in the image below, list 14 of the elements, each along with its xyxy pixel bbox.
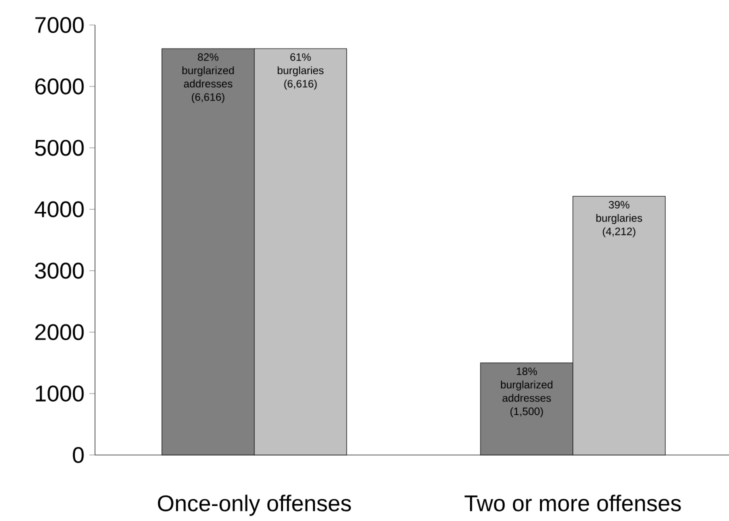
y-tick-label: 7000 [35,16,84,34]
x-tick-label: Two or more offenses [464,494,681,512]
y-tick-label: 2000 [35,324,84,340]
data-label: 39% burglaries (4,212) [596,200,642,238]
y-tick-label: 1000 [36,386,84,402]
x-tick-label: Once-only offenses [158,494,351,516]
y-tick-label: 3000 [35,262,84,279]
data-label: 61% burglaries (6,616) [278,53,324,90]
data-label: 18% burglarized addresses (1,500) [500,368,552,418]
y-tick-label: 0 [72,446,84,464]
data-label: 82% burglarized addresses (6,616) [182,53,234,103]
y-tick-label: 4000 [34,201,84,218]
y-tick-label: 6000 [35,78,84,94]
y-tick-label: 5000 [35,140,84,156]
